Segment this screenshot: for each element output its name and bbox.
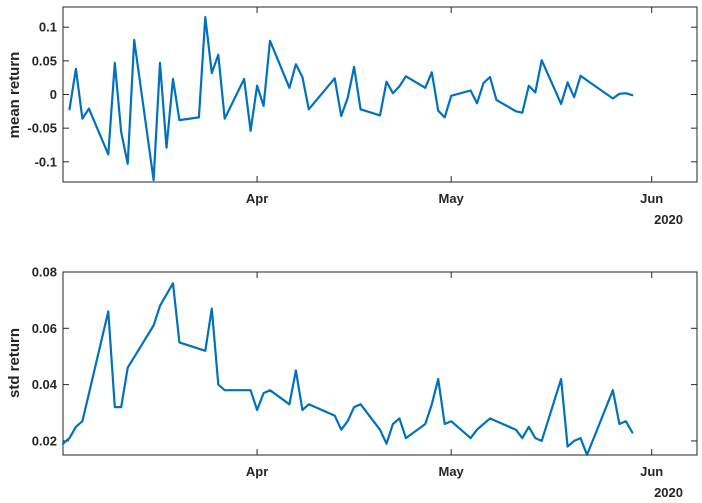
mean-return-x-ticks: Apr May Jun bbox=[246, 7, 663, 206]
x-tick-label: Jun bbox=[640, 191, 663, 206]
y-tick-label: 0.05 bbox=[32, 53, 57, 68]
y-tick-label: 0.02 bbox=[32, 433, 57, 448]
mean-return-y-axis-label: mean return bbox=[6, 52, 23, 139]
y-tick-label: 0 bbox=[50, 87, 57, 102]
mean-return-line bbox=[68, 16, 634, 182]
x-tick-label: Apr bbox=[246, 191, 268, 206]
std-return-axes-box bbox=[62, 271, 698, 456]
y-tick-label: 0.06 bbox=[32, 321, 57, 336]
std-return-line bbox=[61, 282, 634, 457]
y-tick-label: -0.05 bbox=[27, 121, 57, 136]
x-tick-label: May bbox=[439, 191, 465, 206]
x-tick-label: Jun bbox=[640, 464, 663, 479]
std-return-x-ticks: Apr May Jun bbox=[246, 272, 663, 479]
std-return-year-label: 2020 bbox=[654, 485, 683, 500]
std-return-y-ticks: 0.02 0.04 0.06 0.08 bbox=[32, 265, 697, 448]
y-tick-label: 0.04 bbox=[32, 377, 58, 392]
mean-return-y-ticks: -0.1 -0.05 0 0.05 0.1 bbox=[27, 20, 697, 169]
y-tick-label: -0.1 bbox=[35, 154, 57, 169]
x-tick-label: May bbox=[439, 464, 465, 479]
std-return-panel: 0.02 0.04 0.06 0.08 Apr May Jun std return 20… bbox=[6, 265, 698, 500]
y-tick-label: 0.08 bbox=[32, 265, 57, 280]
std-return-y-axis-label: std return bbox=[6, 328, 23, 398]
mean-return-year-label: 2020 bbox=[654, 212, 683, 227]
x-tick-label: Apr bbox=[246, 464, 268, 479]
y-tick-label: 0.1 bbox=[39, 20, 57, 35]
